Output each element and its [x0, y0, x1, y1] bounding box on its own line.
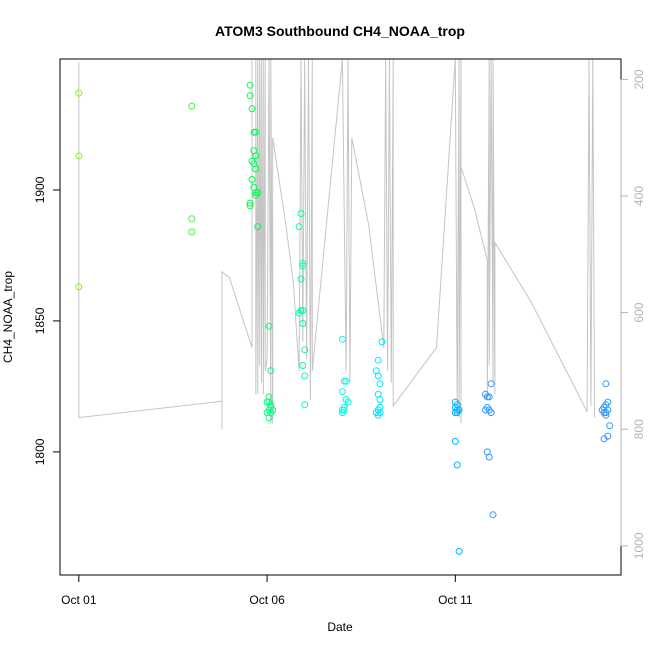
series-oct-09 — [372, 338, 386, 419]
y2-tick-label: 800 — [632, 419, 646, 439]
y2-axis: 200 400 600 800 1000 — [620, 69, 646, 559]
data-point — [378, 338, 386, 346]
data-point — [489, 511, 497, 519]
data-point — [485, 453, 493, 461]
data-point — [297, 275, 305, 283]
series-oct-11 — [451, 398, 463, 555]
y-tick-label: 1850 — [33, 307, 47, 334]
data-point — [295, 223, 303, 231]
series-oct-05 — [246, 81, 262, 231]
series-oct-01 — [75, 89, 83, 291]
data-point — [342, 377, 350, 385]
data-point — [344, 398, 352, 406]
y-axis: 1800 1850 1900 — [33, 176, 61, 465]
data-point — [299, 362, 307, 369]
x-tick-label: Oct 01 — [61, 593, 97, 607]
data-point — [267, 367, 275, 375]
data-point — [297, 210, 305, 217]
data-point — [376, 380, 384, 388]
chart-title: ATOM3 Southbound CH4_NOAA_trop — [215, 23, 465, 39]
data-points — [75, 81, 614, 555]
data-point — [301, 346, 309, 354]
data-point — [482, 406, 489, 414]
data-point — [188, 215, 196, 223]
y-tick-label: 1900 — [33, 176, 47, 203]
data-point — [246, 92, 254, 100]
data-point — [188, 228, 196, 236]
data-point — [246, 199, 254, 207]
data-point — [250, 128, 258, 136]
data-point — [248, 105, 256, 113]
data-point — [265, 322, 273, 330]
data-point — [455, 547, 463, 555]
data-point — [263, 398, 271, 406]
data-point — [451, 437, 459, 445]
data-point — [372, 409, 380, 417]
data-point — [246, 81, 254, 89]
data-point — [250, 160, 258, 168]
y-axis-label: CH4_NOAA_trop — [1, 271, 15, 363]
data-point — [487, 380, 495, 388]
y2-tick-label: 600 — [632, 302, 646, 322]
data-point — [485, 393, 493, 401]
data-point — [374, 356, 382, 364]
y2-tick-label: 200 — [632, 69, 646, 89]
data-point — [376, 396, 384, 403]
data-point — [301, 372, 309, 380]
data-point — [338, 335, 346, 343]
data-point — [299, 262, 307, 270]
data-point — [188, 102, 196, 110]
y2-tick-label: 400 — [632, 186, 646, 206]
data-point — [338, 409, 346, 417]
x-axis-label: Date — [327, 620, 353, 634]
series-oct-12 — [482, 380, 497, 519]
data-point — [299, 259, 307, 267]
data-point — [338, 388, 346, 396]
series-oct-06 — [263, 322, 277, 422]
series-oct-14 — [598, 380, 614, 443]
data-point — [252, 152, 260, 160]
data-point — [606, 422, 614, 430]
data-point — [483, 393, 491, 401]
data-point — [301, 401, 309, 409]
data-point — [75, 89, 83, 97]
y2-tick-label: 1000 — [632, 532, 646, 559]
data-point — [75, 152, 83, 160]
data-point — [254, 223, 262, 231]
data-point — [75, 283, 83, 291]
data-point — [246, 202, 254, 210]
series-oct-04 — [188, 102, 196, 236]
y-tick-label: 1800 — [33, 438, 47, 465]
data-point — [252, 128, 260, 136]
plot-frame — [59, 58, 622, 576]
x-tick-label: Oct 06 — [249, 593, 285, 607]
data-point — [295, 309, 303, 317]
series-oct-07 — [295, 210, 309, 409]
data-point — [600, 435, 608, 443]
data-point — [487, 409, 495, 417]
data-point — [267, 403, 275, 411]
pressure-lines — [78, 58, 596, 430]
data-point — [602, 411, 610, 419]
data-point — [265, 414, 273, 422]
data-point — [252, 189, 260, 197]
data-point — [254, 189, 262, 197]
data-point — [453, 461, 461, 469]
x-axis: Oct 01 Oct 06 Oct 11 — [61, 574, 473, 607]
data-point — [602, 380, 610, 388]
x-tick-label: Oct 11 — [438, 593, 473, 607]
data-point — [455, 406, 463, 414]
pressure-profile-line — [78, 58, 596, 430]
data-point — [374, 372, 382, 380]
data-point — [248, 176, 256, 183]
data-point — [299, 320, 307, 327]
data-point — [338, 406, 346, 414]
series-oct-08 — [338, 335, 352, 417]
